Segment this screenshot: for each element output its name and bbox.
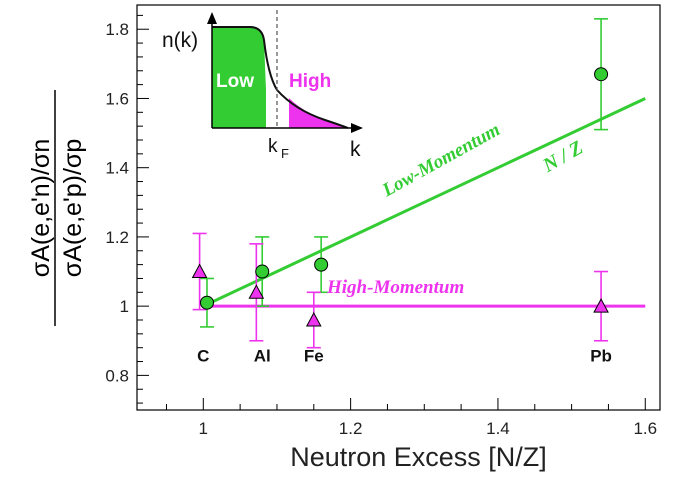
y-label-numerator: σA(e,e'n)/σn	[27, 139, 55, 277]
y-label-denominator: σA(e,e'p)/σp	[59, 139, 87, 277]
x-axis-label: Neutron Excess [N/Z]	[290, 442, 547, 472]
y-tick-label: 1.2	[105, 228, 129, 247]
data-markers	[191, 67, 609, 327]
nucleus-label-c: C	[197, 347, 209, 366]
inset-high-region	[289, 98, 345, 128]
labels: Neutron Excess [N/Z] σA(e,e'n)/σn σA(e,e'p…	[27, 90, 612, 472]
x-tick-label: 1.2	[339, 419, 363, 438]
nucleus-label-pb: Pb	[590, 347, 612, 366]
x-tick-label: 1.4	[486, 419, 510, 438]
data-point-low-momentum	[594, 67, 609, 82]
y-tick-label: 1.8	[105, 20, 129, 39]
x-tick-label: 1	[199, 419, 208, 438]
y-tick-label: 0.8	[105, 366, 129, 385]
axes	[136, 4, 661, 411]
y-tick-label: 1	[120, 297, 129, 316]
inset-high-label: High	[289, 71, 331, 92]
inset-x-arrow	[351, 123, 363, 133]
nucleus-label-fe: Fe	[304, 347, 324, 366]
nucleus-label-al: Al	[254, 347, 271, 366]
fit-line	[202, 97, 646, 308]
y-axis-label: σA(e,e'n)/σn σA(e,e'p)/σp	[27, 90, 87, 326]
inset-low-region	[212, 27, 266, 128]
inset-xlabel: k	[350, 138, 361, 161]
inset-kf-subscript: F	[281, 146, 289, 161]
data-point-low-momentum	[255, 264, 270, 279]
inset-y-arrow	[207, 12, 217, 24]
data-point-low-momentum	[314, 257, 329, 272]
data-point-high-momentum	[248, 284, 265, 299]
data-point-high-momentum	[191, 263, 208, 279]
data-point-high-momentum	[593, 298, 609, 313]
nz-line-label: N / Z	[538, 137, 586, 178]
fit-lines	[202, 97, 646, 308]
low-momentum-label: Low-Momentum	[378, 119, 504, 201]
inset-ylabel: n(k)	[162, 29, 198, 52]
plot-frame	[136, 4, 661, 411]
ticks: 1 1.2 1.4 1.6 0.8 1 1.2 1.4 1.6 1.8	[105, 14, 657, 438]
inset-low-label: Low	[216, 71, 254, 92]
data-point-high-momentum	[305, 311, 322, 327]
inset-kf-label: k	[268, 136, 278, 157]
x-tick-label: 1.6	[633, 419, 657, 438]
y-tick-label: 1.6	[105, 89, 129, 108]
y-tick-label: 1.4	[105, 159, 129, 178]
high-momentum-label: High-Momentum	[326, 277, 464, 298]
data-point-low-momentum	[199, 295, 214, 310]
